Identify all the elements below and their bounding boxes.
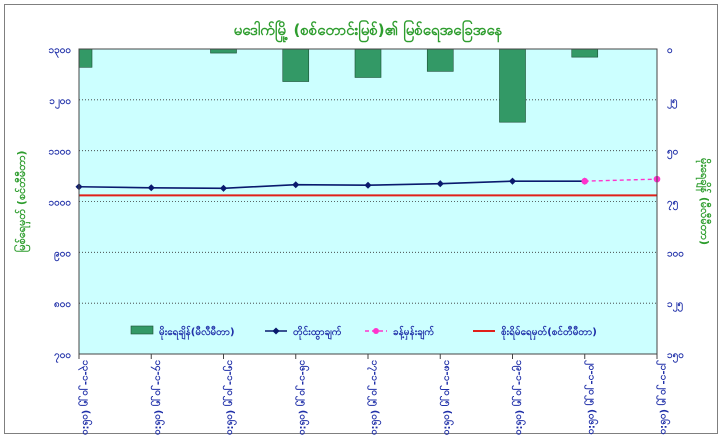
x-tick-label: ၁၃-၁-၂၀၂၅ (၀၆:၀၀) bbox=[77, 360, 93, 435]
left-tick-label: ၁၀၀၀ bbox=[49, 198, 72, 209]
observed-line bbox=[78, 180, 585, 190]
legend-label: ခန့်မှန်းချက် bbox=[393, 325, 434, 341]
forecast-line bbox=[584, 178, 658, 182]
legend-label: တိုင်းထွာချက် bbox=[293, 325, 342, 341]
observed-point bbox=[147, 184, 155, 192]
rain-bar bbox=[426, 48, 454, 72]
x-tick-label: ၁၈-၁-၂၀၂၅ (၀၆:၀၀) bbox=[438, 360, 454, 435]
left-tick-label: ၉၀၀ bbox=[54, 248, 71, 262]
grid-lines bbox=[79, 99, 657, 304]
legend-marker-observed bbox=[272, 327, 280, 335]
x-tick-label: ၁၇-၁-၂၀၂၅ (၀၆:၀၀) bbox=[366, 360, 382, 435]
rain-bars bbox=[78, 48, 599, 123]
right-tick-label: ၂၅ bbox=[667, 96, 678, 110]
legend-label: မိုးရေချိန်(မီလီမီတာ) bbox=[159, 325, 235, 341]
left-tick-label: ၇၀၀ bbox=[53, 350, 71, 364]
rain-bar bbox=[78, 48, 93, 68]
x-tick-label: ၂၀-၁-၂၀၂၅ (၀၆:၀၀) bbox=[583, 360, 599, 435]
observed-points bbox=[75, 177, 589, 192]
x-tick-label: ၁၅-၁-၂၀၂၅ (၀၆:၀၀) bbox=[222, 360, 238, 435]
forecast-point bbox=[581, 177, 589, 185]
rain-bar bbox=[571, 48, 599, 58]
x-tick-label: ၁၄-၁-၂၀၂၅ (၀၆:၀၀) bbox=[149, 360, 165, 435]
observed-point bbox=[508, 177, 517, 185]
observed-point bbox=[436, 180, 444, 188]
left-tick-label: ၁၁၀၀ bbox=[49, 147, 72, 158]
x-tick-label: ၂၁-၁-၂၀၂၅ (၀၆:၀၀) bbox=[655, 360, 671, 435]
rain-bar bbox=[354, 48, 382, 78]
right-tick-label: ၇၅ bbox=[666, 198, 678, 212]
observed-point bbox=[292, 181, 300, 189]
observed-point bbox=[364, 181, 372, 189]
right-tick-label: ၀ bbox=[667, 45, 673, 56]
x-tick-label: ၁၉-၁-၂၀၂၅ (၀၆:၀၀) bbox=[511, 360, 527, 435]
chart-frame: ၁၃၀၀ ၁၂၀၀ ၁၁၀၀ ၁၀၀၀ ၉၀၀ ၈၀၀ ၇၀၀ ၀၂၅ ၅၀ ၇၅ ၁၀၀ ၁၂၅၁… bbox=[4, 4, 718, 435]
right-tick-label: ၁၂၅ bbox=[667, 299, 683, 313]
chart-title: မဒေါက်မြို့ (စစ်တောင်းမြစ်)၏ မြစ်ရေအခြေအ… bbox=[234, 19, 503, 43]
left-tick-label: ၁၂၀၀ bbox=[49, 96, 71, 110]
legend-marker-forecast bbox=[373, 328, 379, 334]
legend-label: စိုးရိမ်ရေမှတ်(စင်တီမီတာ) bbox=[501, 325, 597, 341]
rain-bar bbox=[210, 48, 237, 54]
legend-swatch-rain bbox=[130, 325, 154, 335]
right-tick-label: ၅၀ bbox=[667, 147, 678, 161]
x-tick-label: ၁၆-၁-၂၀၂၅ (၀၆:၀၀) bbox=[294, 360, 310, 435]
y-axis-label-left: မြစ်ရေမှတ် (စင်တီမီတာ) bbox=[13, 150, 31, 252]
rain-bar bbox=[282, 48, 310, 82]
legend: မိုးရေချိန်(မီလီမီတာ) တိုင်းထွာချက် ခန့်မှ… bbox=[130, 325, 597, 341]
rain-bar bbox=[499, 48, 526, 123]
observed-point bbox=[219, 184, 228, 192]
y-axis-label-right: မိုးရေချိန် (မီလီမီတာ) bbox=[695, 158, 712, 245]
x-axis-ticks: ၁၃-၁-၂၀၂၅ (၀၆:၀၀) ၁၄-၁-၂၀၂၅ (၀၆:၀၀) ၁၅-၁-၂… bbox=[77, 354, 671, 435]
left-tick-label: ၈၀၀ bbox=[54, 299, 71, 310]
right-tick-label: ၁၀၀ bbox=[667, 248, 684, 259]
right-tick-label: ၁၅၀ bbox=[667, 350, 684, 364]
left-tick-label: ၁၃၀၀ bbox=[49, 45, 72, 59]
